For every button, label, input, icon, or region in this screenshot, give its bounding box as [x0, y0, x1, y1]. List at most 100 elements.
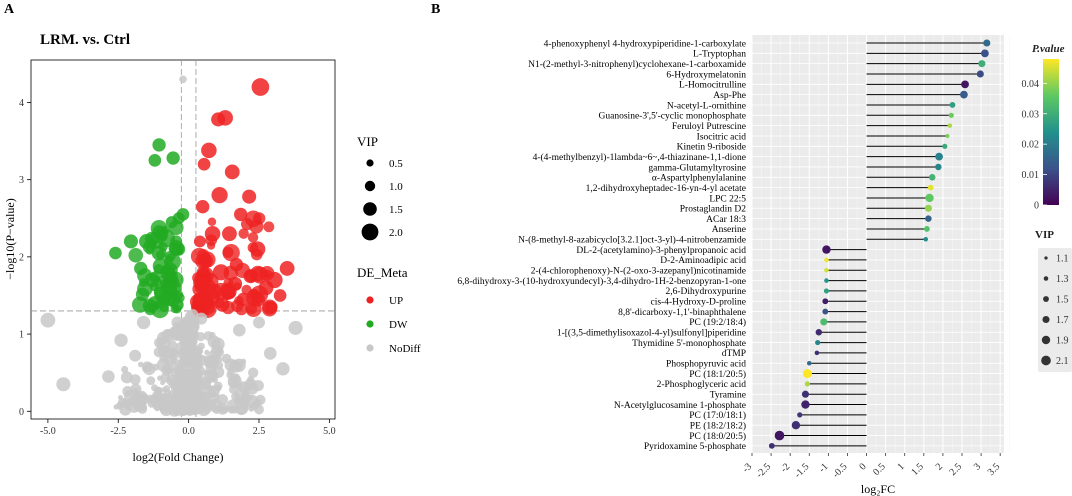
volcano-point-nodiff	[181, 351, 194, 364]
category-label: PC (18:1/20:5)	[689, 369, 746, 380]
volcano-point-nodiff	[56, 377, 71, 392]
volcano-point-up	[242, 189, 257, 204]
volcano-point-nodiff	[242, 403, 249, 411]
x-tick-label: 0.0	[182, 426, 195, 437]
category-label: Asp-Phe	[713, 91, 746, 101]
volcano-point-nodiff	[253, 316, 265, 329]
lollipop-dot	[983, 39, 991, 47]
category-label: 8,8'-dicarboxy-1,1'-binaphthalene	[618, 308, 746, 318]
volcano-point-up	[250, 291, 265, 307]
lollipop-dot	[928, 174, 936, 181]
category-label: DL-2-(acetylamino)-3-phenylpropanoic aci…	[576, 245, 746, 256]
volcano-point-dw	[128, 247, 144, 263]
volcano-point-nodiff	[160, 380, 166, 386]
size-legend-dot	[1043, 296, 1049, 302]
lollipop-dot	[791, 421, 801, 430]
lollipop-dot	[804, 381, 810, 387]
volcano-point-up	[228, 276, 243, 291]
category-label: PC (19:2/18:4)	[689, 317, 746, 328]
volcano-point-nodiff	[120, 371, 133, 384]
volcano-point-up	[273, 289, 287, 302]
category-label: Isocitric acid	[697, 132, 747, 142]
group-legend-label: DW	[389, 319, 408, 331]
x-tick-label: -3	[740, 461, 754, 475]
category-label: L-Homocitrulline	[679, 81, 746, 91]
lollipop-dots	[768, 39, 991, 449]
x-tick-label: 2.5	[253, 426, 266, 437]
lollipop-category-labels: 4-phenoxyphenyl 4-hydroxypiperidine-1-ca…	[457, 39, 746, 452]
volcano-point-dw	[151, 245, 167, 261]
x-tick-label: -2.5	[110, 426, 126, 437]
lollipop-dot	[935, 152, 943, 161]
volcano-point-nodiff	[263, 347, 277, 360]
x-tick-label: 2.5	[948, 461, 965, 478]
category-label: α-Aspartylphenylalanine	[652, 174, 746, 184]
panel-b-letter: B	[431, 2, 440, 17]
lollipop-stems	[771, 42, 987, 447]
volcano-point-nodiff	[174, 394, 186, 405]
size-legend-dot	[1043, 276, 1049, 281]
volcano-point-nodiff	[212, 404, 222, 414]
volcano-point-nodiff	[180, 387, 190, 397]
volcano-point-up	[249, 241, 266, 257]
x-tick-label: -2.5	[754, 461, 773, 480]
lollipop-dot	[935, 163, 942, 171]
colorbar-ticks: 0.04 0.03 0.02 0.01 0	[1022, 79, 1047, 212]
category-label: gamma-Glutamyltyrosine	[648, 163, 746, 173]
lollipop-dot	[806, 360, 812, 366]
volcano-point-nodiff	[123, 390, 136, 402]
volcano-point-dw	[109, 246, 122, 260]
colorbar-tick-label: 0.04	[1022, 79, 1040, 90]
volcano-point-up	[215, 297, 230, 312]
volcano-point-nodiff	[138, 393, 150, 405]
panel-a-letter: A	[4, 2, 15, 17]
colorbar-tick-label: 0.02	[1022, 140, 1040, 151]
volcano-point-dw	[152, 138, 166, 152]
group-legend: UP DW NoDiff	[366, 295, 421, 355]
lollipop-dot	[947, 123, 953, 128]
category-label: 2-Phosphoglyceric acid	[657, 380, 747, 390]
volcano-point-nodiff	[190, 333, 199, 342]
lollipop-dot	[815, 329, 823, 336]
volcano-point-nodiff	[203, 359, 211, 367]
volcano-point-up	[212, 264, 230, 281]
volcano-point-nodiff	[215, 384, 222, 391]
colorbar-tick-label: 0	[1034, 201, 1039, 212]
vip-legend-label: 2.0	[389, 227, 403, 239]
group-legend-label: NoDiff	[389, 343, 421, 355]
vip-legend-dot	[364, 180, 376, 192]
volcano-point-dw	[123, 234, 138, 249]
lollipop-dot	[823, 288, 830, 294]
volcano-point-nodiff	[244, 378, 257, 391]
category-label: N-acetyl-L-ornithine	[667, 101, 746, 111]
size-legend-label: 2.1	[1056, 356, 1069, 367]
x-tick-label: 1.5	[909, 461, 926, 478]
volcano-point-nodiff	[156, 331, 170, 345]
volcano-point-up	[222, 226, 237, 242]
vip-legend: 0.5 1.0 1.5 2.0	[361, 158, 403, 241]
volcano-point-dw	[159, 264, 176, 281]
category-label: 6-Hydroxymelatonin	[666, 70, 746, 80]
volcano-point-up	[201, 142, 217, 159]
volcano-point-nodiff	[129, 349, 142, 362]
category-label: N-Acetylglucosamine 1-phosphate	[614, 401, 746, 411]
x-tick-label: -1	[817, 461, 831, 475]
category-label: D-2-Aminoadipic acid	[660, 256, 746, 266]
volcano-point-nodiff	[172, 329, 179, 336]
y-tick-label: 0	[19, 407, 24, 418]
category-label: cis-4-Hydroxy-D-proline	[650, 298, 746, 308]
colorbar	[1043, 59, 1059, 205]
volcano-point-dw	[167, 280, 182, 295]
x-tick-label: 0.5	[871, 461, 888, 478]
volcano-point-up	[245, 210, 262, 228]
x-tick-label: -0.5	[831, 461, 850, 480]
volcano-point-up	[229, 257, 244, 272]
category-label: LPC 22:5	[709, 194, 746, 204]
volcano-point-dw	[135, 287, 150, 302]
lollipop-x-ticks: -3 -2.5 -2 -1.5 -1 -0.5 0 0.5 1 1.5 2 2.5 3 3.5	[740, 453, 1002, 480]
volcano-point-nodiff	[171, 316, 184, 329]
lollipop-dot	[822, 245, 831, 254]
lollipop-dot	[960, 90, 968, 99]
volcano-point-nodiff	[121, 365, 129, 374]
volcano-point-nodiff	[216, 361, 224, 369]
